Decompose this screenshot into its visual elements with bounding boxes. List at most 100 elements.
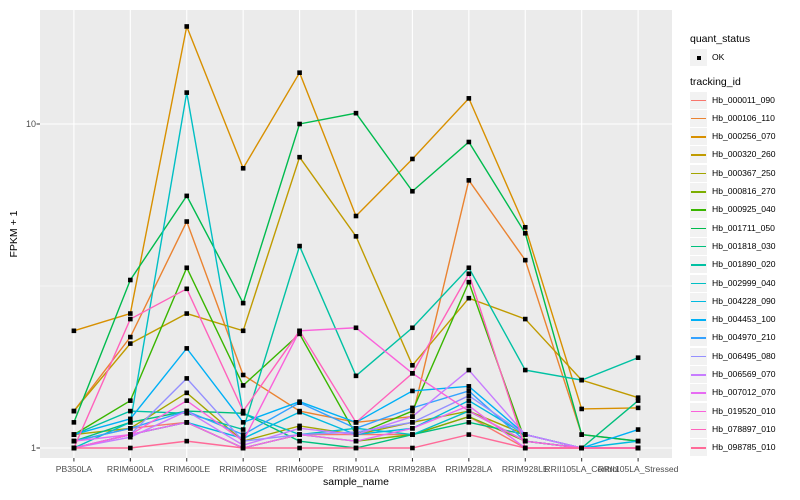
data-point: [410, 325, 415, 331]
data-point: [410, 445, 415, 451]
data-point: [297, 154, 302, 160]
legend-key-box: [690, 256, 707, 274]
data-point: [71, 328, 77, 334]
legend-key-box: [690, 347, 707, 365]
line-swatch-icon: [691, 337, 706, 339]
line-swatch-icon: [691, 355, 706, 358]
data-point: [466, 398, 472, 403]
data-point: [128, 416, 133, 422]
data-point: [128, 434, 133, 440]
legend-item-Hb_098785_010: Hb_098785_010: [690, 439, 776, 457]
legend-item-label: Hb_006495_080: [712, 350, 776, 361]
legend-item-Hb_006569_070: Hb_006569_070: [690, 366, 776, 383]
legend-key-box: [690, 237, 707, 255]
legend-item-Hb_000816_270: Hb_000816_270: [690, 183, 776, 200]
line-swatch-icon: [691, 410, 706, 413]
legend-item-label: Hb_007012_070: [712, 387, 776, 398]
legend-key-box: [690, 201, 707, 219]
data-point: [184, 346, 190, 351]
data-point: [466, 388, 472, 394]
data-point: [184, 24, 190, 29]
data-point: [353, 110, 359, 116]
data-point: [353, 445, 359, 451]
legend-title-quant-status: quant_status: [690, 33, 751, 45]
data-point: [410, 426, 415, 431]
data-point: [297, 432, 302, 437]
data-point: [522, 230, 528, 236]
data-point: [410, 388, 415, 394]
legend-key-box: [690, 366, 707, 383]
x-tick-label-RRIM600PE: RRIM600PE: [275, 464, 324, 474]
data-point: [128, 311, 133, 316]
x-tick-label-RRIM901LA: RRIM901LA: [332, 464, 380, 474]
data-point: [128, 432, 133, 437]
data-point: [635, 445, 641, 451]
legend-item-label: Hb_000106_110: [712, 112, 775, 123]
legend-key-box: [690, 274, 707, 292]
data-point: [240, 408, 246, 414]
line-swatch-icon: [691, 154, 706, 156]
data-point: [466, 420, 472, 425]
data-point: [579, 377, 584, 383]
data-point: [297, 423, 302, 429]
data-point: [410, 432, 415, 437]
line-swatch-icon: [691, 282, 706, 285]
legend-item-label: Hb_019520_010: [712, 405, 776, 416]
line-swatch-icon: [691, 319, 706, 321]
data-point: [579, 406, 584, 412]
legend-item-label: Hb_004228_090: [712, 295, 776, 306]
data-point: [297, 328, 302, 334]
data-point: [240, 165, 246, 171]
data-point: [410, 156, 415, 162]
data-point: [522, 316, 528, 322]
x-tick-label-RRIM928LE: RRIM928LE: [501, 464, 549, 474]
data-point: [353, 432, 359, 437]
line-swatch-icon: [691, 136, 706, 138]
legend-key-box: [690, 164, 707, 182]
line-swatch-icon: [691, 99, 706, 102]
x-tick-label-RRIM928LA: RRIM928LA: [445, 464, 493, 474]
data-point: [184, 90, 190, 95]
legend-item-Hb_001818_030: Hb_001818_030: [690, 237, 776, 255]
x-tick-label-PB350LA: PB350LA: [55, 464, 93, 474]
data-point: [635, 395, 641, 400]
legend-item-label: Hb_001818_030: [712, 240, 776, 251]
legend-item-Hb_006495_080: Hb_006495_080: [690, 347, 776, 365]
data-point: [71, 408, 77, 414]
legend: quant_status OK tracking_id Hb_000011_09…: [690, 0, 800, 500]
data-point: [184, 311, 190, 316]
line-swatch-icon: [691, 172, 706, 175]
data-point: [184, 265, 190, 271]
x-tick-label-RRIM600LE: RRIM600LE: [163, 464, 211, 474]
legend-item-Hb_001711_050: Hb_001711_050: [690, 219, 775, 237]
legend-key-box: [690, 49, 707, 66]
legend-key-box: [690, 183, 707, 200]
legend-key-box: [690, 109, 707, 127]
legend-item-Hb_000011_090: Hb_000011_090: [690, 91, 775, 109]
data-point: [71, 445, 77, 451]
data-point: [635, 355, 641, 360]
data-point: [522, 432, 528, 437]
data-point: [353, 234, 359, 239]
data-point: [410, 408, 415, 414]
line-swatch-icon: [691, 227, 706, 230]
x-tick-label-RRIM928BA: RRIM928BA: [388, 464, 437, 474]
legend-title-tracking-id: tracking_id: [690, 76, 741, 88]
legend-item-label: Hb_001890_020: [712, 259, 776, 270]
data-point: [297, 400, 302, 405]
legend-key-box: [690, 128, 707, 146]
data-point: [635, 405, 641, 411]
data-point: [353, 420, 359, 425]
data-point: [184, 438, 190, 444]
data-point: [297, 426, 302, 431]
legend-item-label: OK: [712, 52, 725, 62]
data-point: [240, 372, 246, 378]
y-axis-title: FPKM + 1: [8, 210, 20, 258]
x-tick-label-RRII105LA_Stressed: RRII105LA_Stressed: [597, 464, 679, 474]
legend-item-label: Hb_000320_260: [712, 149, 776, 160]
data-point: [466, 367, 472, 373]
data-point: [297, 409, 302, 415]
x-axis-title: sample_name: [323, 476, 389, 488]
data-point: [635, 398, 641, 403]
data-point: [522, 367, 528, 373]
